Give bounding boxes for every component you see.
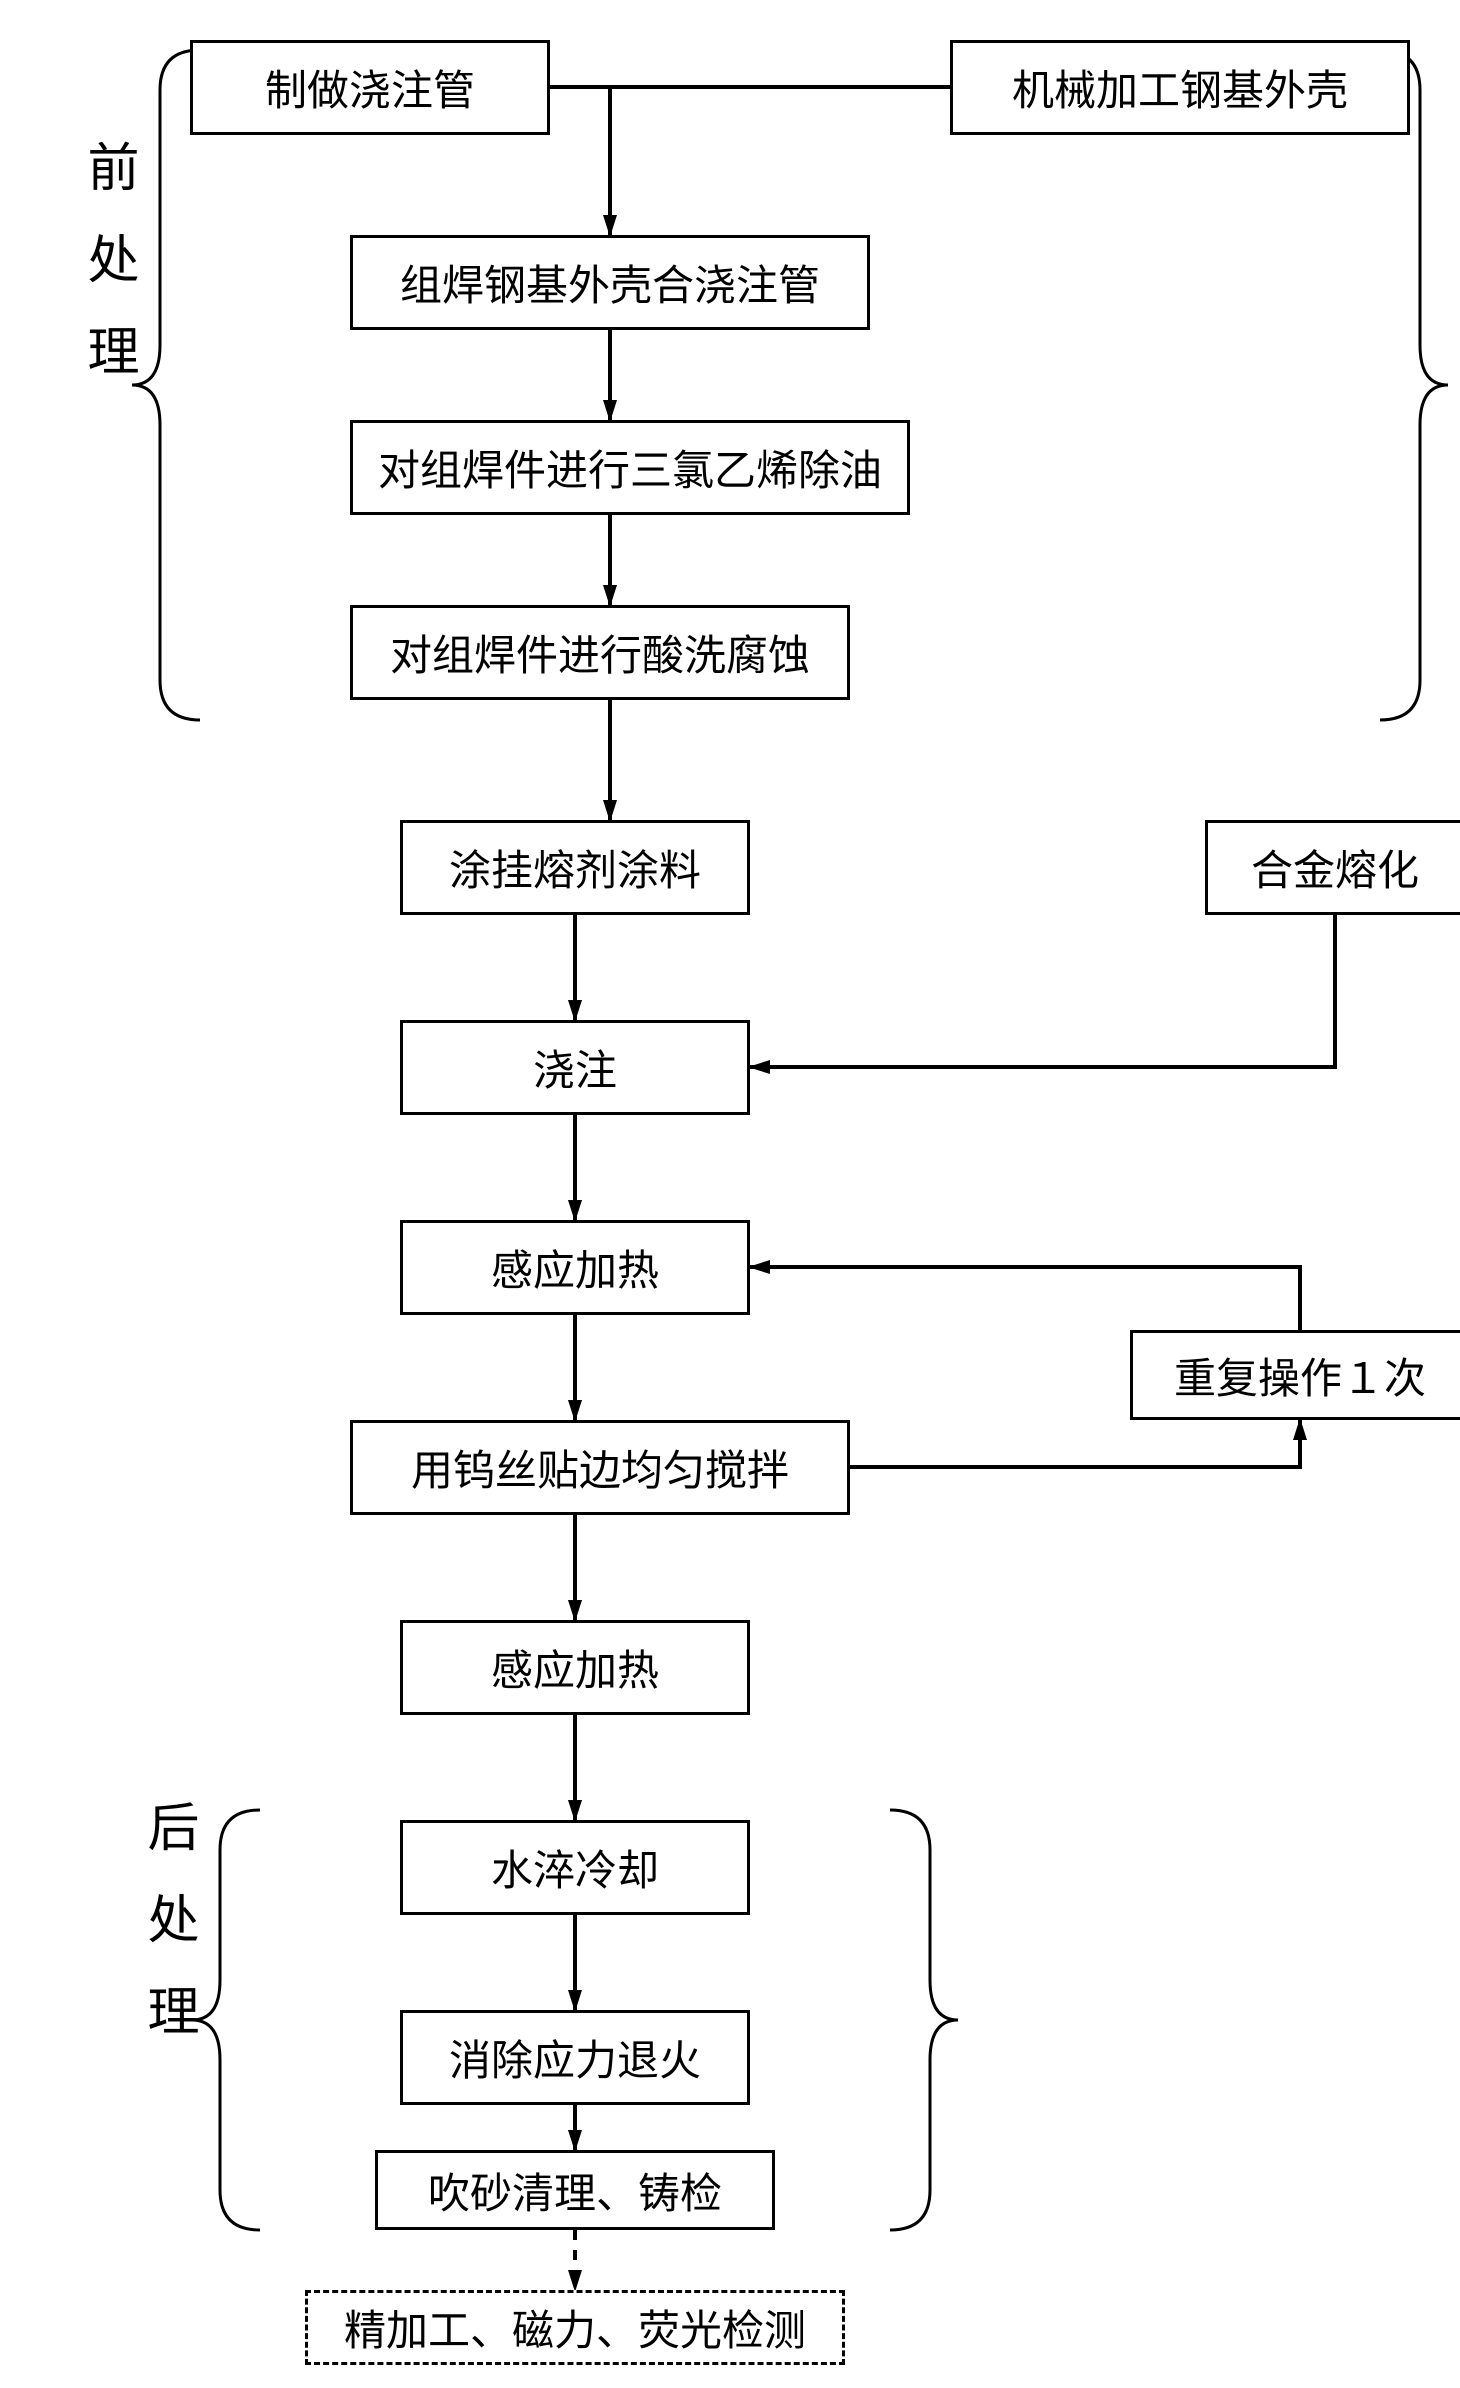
node-pouring: 浇注 [400, 1020, 750, 1115]
label-text: 后处理 [139, 1800, 196, 2076]
node-label: 对组焊件进行三氯乙烯除油 [378, 437, 882, 498]
node-make-casting-tube: 制做浇注管 [190, 40, 550, 135]
node-label: 用钨丝贴边均匀搅拌 [411, 1437, 789, 1498]
node-stress-relief-anneal: 消除应力退火 [400, 2010, 750, 2105]
flowchart-canvas: 制做浇注管 机械加工钢基外壳 组焊钢基外壳合浇注管 对组焊件进行三氯乙烯除油 对… [20, 20, 1460, 2368]
node-label: 精加工、磁力、荧光检测 [344, 2297, 806, 2358]
node-acid-pickling: 对组焊件进行酸洗腐蚀 [350, 605, 850, 700]
node-label: 机械加工钢基外壳 [1012, 57, 1348, 118]
node-finish-magnetic-fluorescent: 精加工、磁力、荧光检测 [305, 2290, 845, 2365]
node-label: 感应加热 [491, 1637, 659, 1698]
node-label: 感应加热 [491, 1237, 659, 1298]
node-label: 对组焊件进行酸洗腐蚀 [390, 622, 810, 683]
node-water-quench: 水淬冷却 [400, 1820, 750, 1915]
node-trichloroethylene-degrease: 对组焊件进行三氯乙烯除油 [350, 420, 910, 515]
node-induction-heating-1: 感应加热 [400, 1220, 750, 1315]
node-label: 吹砂清理、铸检 [428, 2160, 722, 2221]
label-text: 前处理 [79, 140, 136, 416]
node-label: 涂挂熔剂涂料 [449, 837, 701, 898]
node-label: 制做浇注管 [265, 57, 475, 118]
node-label: 浇注 [533, 1037, 617, 1098]
node-repeat-once: 重复操作１次 [1130, 1330, 1460, 1420]
node-label: 水淬冷却 [491, 1837, 659, 1898]
node-machine-steel-shell: 机械加工钢基外壳 [950, 40, 1410, 135]
node-apply-flux-coating: 涂挂熔剂涂料 [400, 820, 750, 915]
node-label: 组焊钢基外壳合浇注管 [400, 252, 820, 313]
node-sandblast-inspect: 吹砂清理、铸检 [375, 2150, 775, 2230]
node-label: 消除应力退火 [449, 2027, 701, 2088]
node-induction-heating-2: 感应加热 [400, 1620, 750, 1715]
label-pretreatment: 前处理 [70, 140, 145, 416]
node-label: 重复操作１次 [1174, 1345, 1426, 1406]
node-tungsten-stir: 用钨丝贴边均匀搅拌 [350, 1420, 850, 1515]
label-posttreatment: 后处理 [130, 1800, 205, 2076]
node-weld-assembly: 组焊钢基外壳合浇注管 [350, 235, 870, 330]
node-label: 合金熔化 [1251, 837, 1419, 898]
node-alloy-melting: 合金熔化 [1205, 820, 1460, 915]
